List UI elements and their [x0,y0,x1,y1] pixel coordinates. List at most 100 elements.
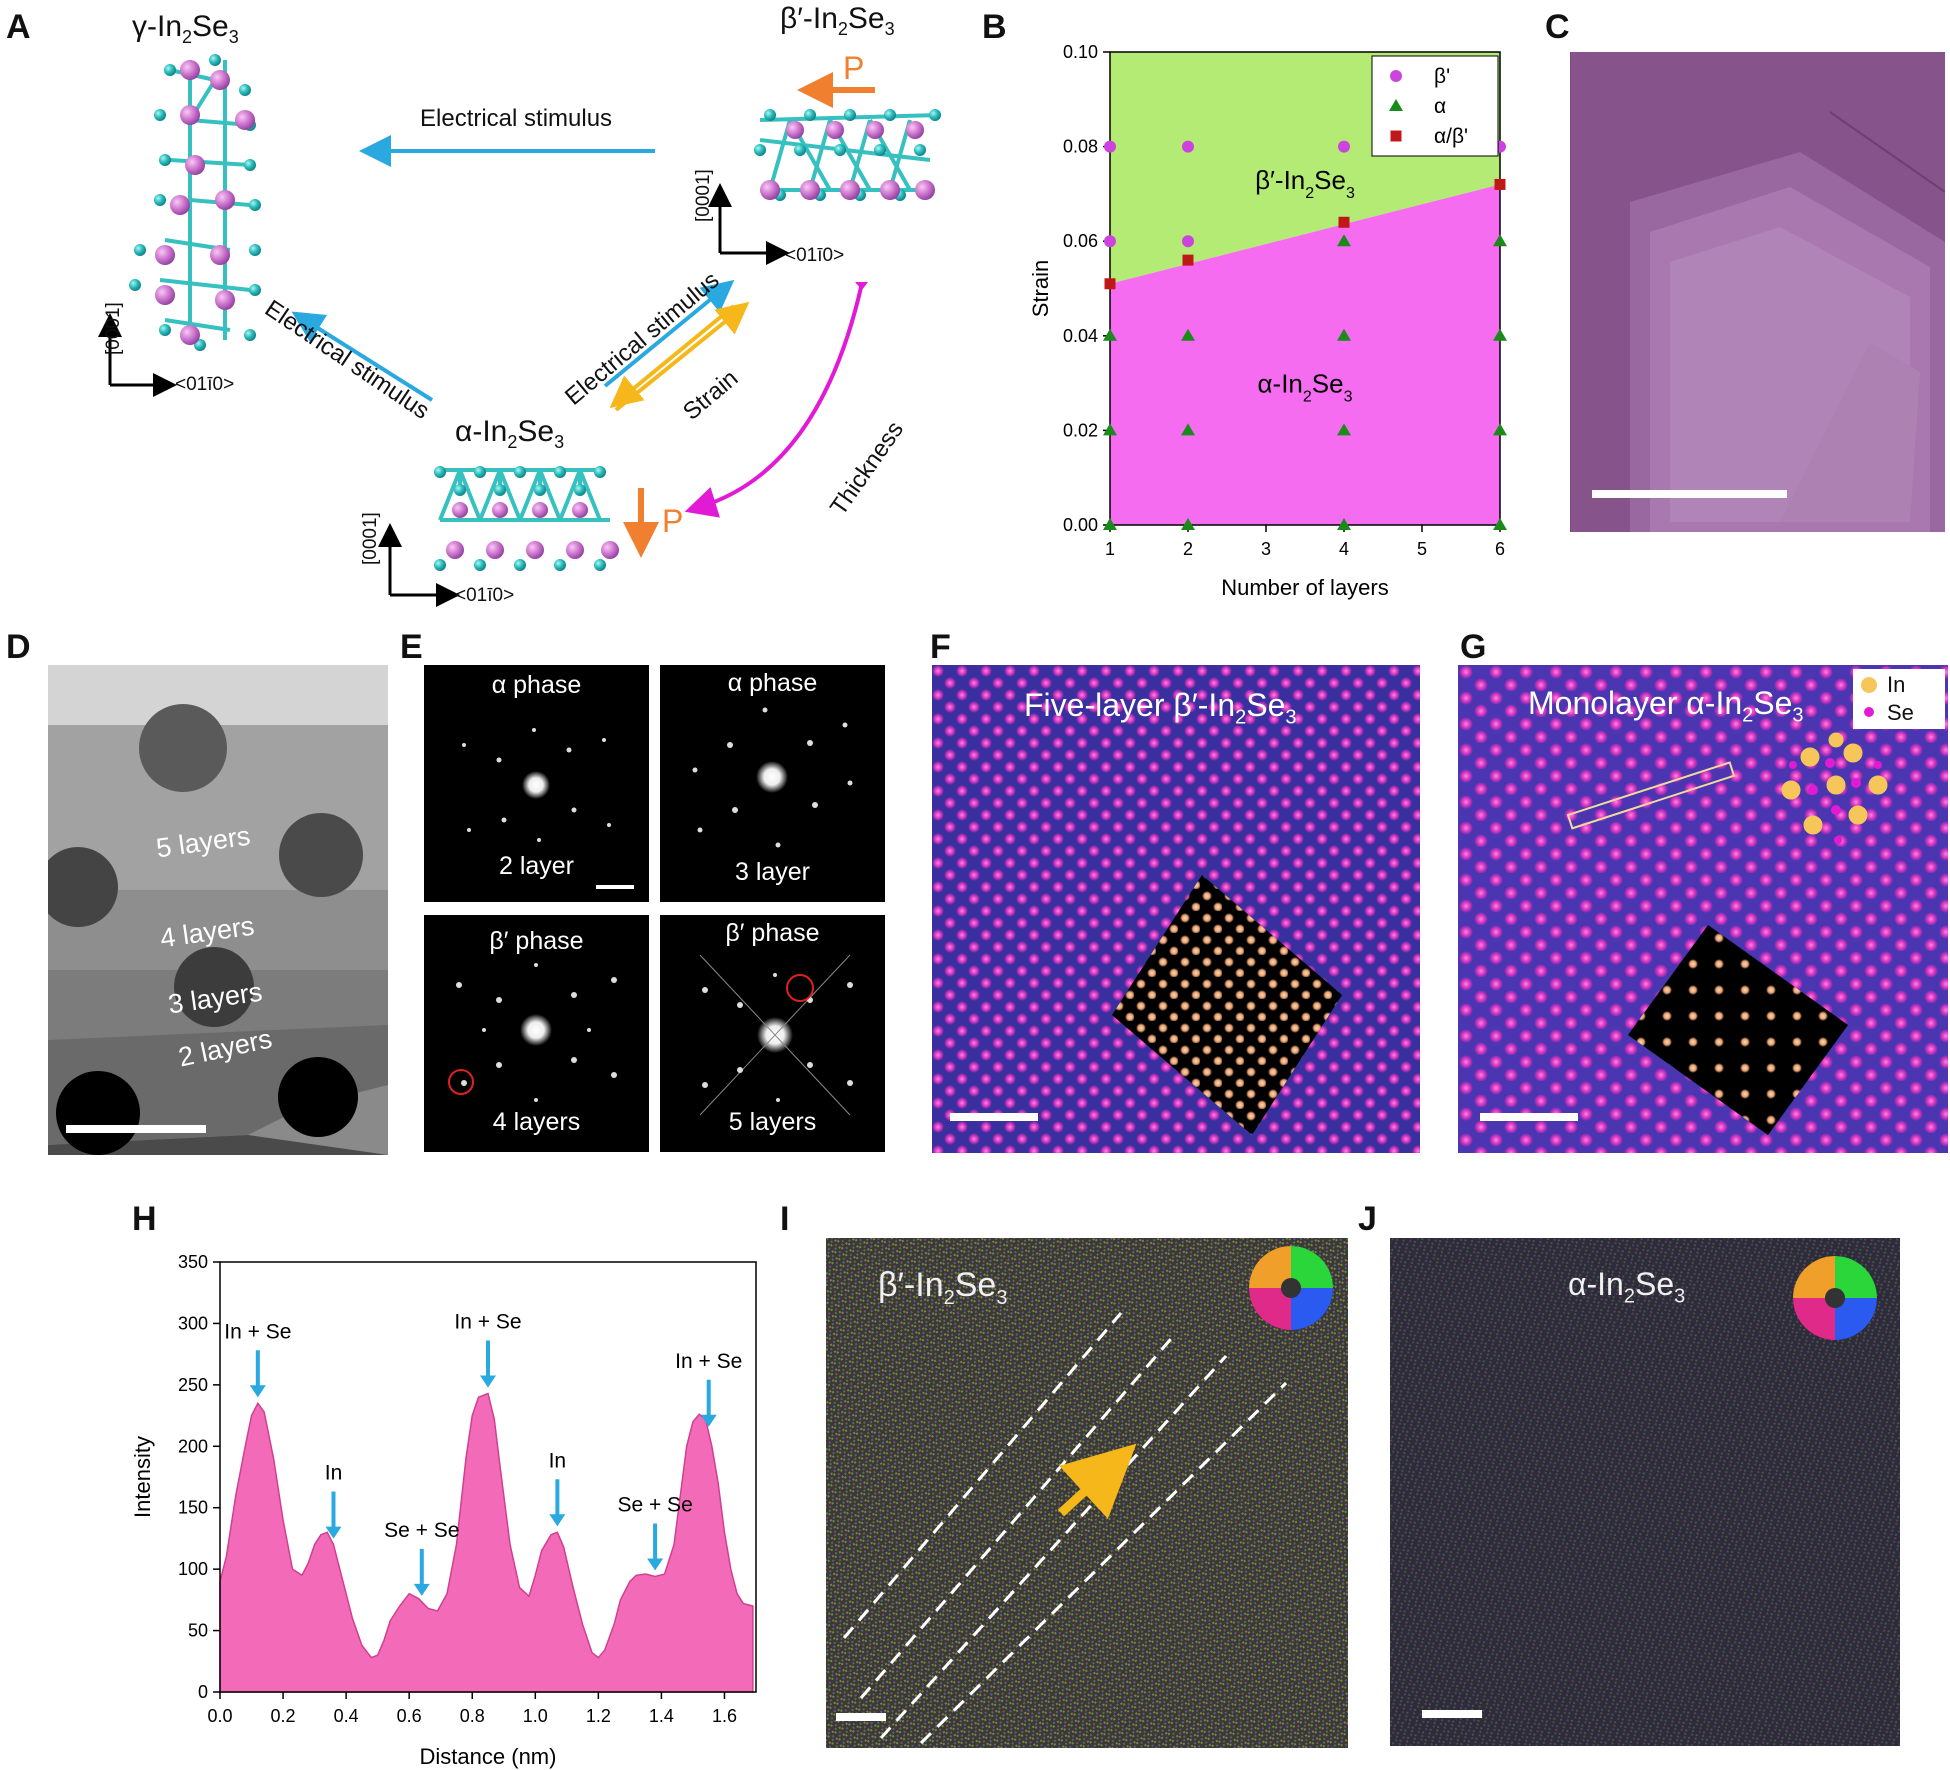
g-title: Monolayer α-In2Se3 [1528,685,1804,727]
data-point-triangle [1493,518,1507,530]
data-point-circle [1104,235,1116,248]
alpha-structure [434,466,619,571]
data-point-triangle [1337,328,1351,341]
beta-axis-vertical: [0001] [693,169,714,222]
data-point-triangle [1181,423,1195,436]
color-wheel-j [1793,1256,1877,1340]
x-tick-label: 0.2 [271,1706,296,1726]
data-point-triangle [1337,518,1351,530]
y-tick-label: 0.08 [1063,137,1098,157]
phase-map-beta: β′-In2Se3 [826,1238,1348,1748]
legend-se-marker [1864,707,1874,717]
y-axis-label: Strain [1028,260,1053,317]
panel-a-schematic [98,54,941,607]
alpha-region-label: α-In2Se3 [1258,369,1353,406]
y-tick-label: 0.04 [1063,326,1098,346]
x-tick-label: 0.4 [334,1706,359,1726]
electrical-stimulus-top: Electrical stimulus [420,105,613,132]
y-tick-label: 350 [178,1252,208,1272]
lattice-overlay [1781,732,1888,844]
peak-arrowhead [413,1583,430,1596]
beta-polarization: P [843,50,865,86]
stem-five-layer: Five-layer β′-In2Se3 [932,665,1420,1153]
gamma-axis-vertical: [0001] [103,302,124,355]
data-point-triangle [1103,423,1117,436]
legend-marker-square [1390,130,1402,142]
legend-label: α/β' [1434,125,1468,148]
x-axis-label: Number of layers [1221,575,1389,600]
panel-label-d: D [6,628,31,666]
tem-image-d: 5 layers 4 layers 3 layers 2 layers [48,665,388,1155]
y-axis-label-h: Intensity [130,1436,155,1518]
legend-marker-circle [1390,70,1402,82]
beta-axis-horizontal: <01ī0> [785,245,845,266]
x-tick-label: 0.6 [397,1706,422,1726]
peak-arrowhead [249,1385,266,1398]
saed-beta-4layer: β′ phase 4 layers [424,915,649,1152]
e3-phase: β′ phase [489,927,584,955]
data-point-triangle [1493,328,1507,341]
y-tick-label: 150 [178,1498,208,1518]
optical-image [1570,52,1945,532]
data-point-triangle [1103,518,1117,530]
g-legend: In Se [1853,669,1945,729]
gamma-structure [129,54,261,351]
peak-arrowhead [549,1514,566,1527]
beta-title: β′-In2Se3 [780,2,895,39]
alpha-region [1110,184,1500,525]
i-title: β′-In2Se3 [878,1266,1008,1309]
scale-bar-i [836,1713,886,1721]
peak-arrowhead [700,1414,717,1427]
legend-marker-triangle [1389,99,1403,111]
alpha-axis-horizontal: <01ī0> [455,585,515,606]
data-point-square [1182,254,1194,266]
x-tick-label: 0.0 [207,1706,232,1726]
scale-bar-j [1422,1710,1482,1718]
scale-bar-c [1592,490,1787,498]
peak-arrowhead [325,1526,342,1539]
x-tick-label: 1.2 [586,1706,611,1726]
peak-label: Se + Se [384,1519,459,1542]
panel-label-c: C [1545,8,1570,46]
intensity-profile-chart: 0.0 0.2 0.4 0.6 0.8 1.0 1.2 1.4 1.6 0 50 100 150 200 2… [130,1252,757,1769]
y-tick-label: 0.06 [1063,231,1098,251]
data-point-circle [1104,140,1116,153]
peak-label: In [325,1462,343,1485]
data-point-triangle [1493,234,1507,247]
x-tick-label: 3 [1261,539,1271,559]
y-tick-label: 300 [178,1313,208,1333]
phase-map-alpha: α-In2Se3 [1390,1238,1900,1746]
y-tick-label: 250 [178,1375,208,1395]
x-tick-label: 5 [1417,539,1427,559]
data-point-triangle [1337,423,1351,436]
phase-diagram-chart: 1 2 3 4 5 6 0.00 0.02 0.04 0.06 0.08 0.10 Number of … [1028,42,1507,600]
e3-layers: 4 layers [492,1108,581,1136]
scale-bar-e [596,885,634,889]
data-point-square [1338,216,1350,228]
peak-label: In + Se [675,1350,742,1373]
scale-bar-d [66,1125,206,1133]
e2-phase: α phase [727,669,818,697]
x-tick-label: 1.6 [712,1706,737,1726]
peak-label: Se + Se [617,1494,692,1517]
y-tick-label: 100 [178,1559,208,1579]
panel-label-e: E [400,628,423,666]
data-point-square [1494,178,1506,190]
legend-label: β' [1434,65,1450,88]
e2-layers: 3 layer [734,858,811,886]
y-tick-label: 50 [188,1621,208,1641]
alpha-axis-vertical: [0001] [360,512,381,565]
e4-phase: β′ phase [725,919,820,947]
data-point-triangle [1181,518,1195,530]
data-point-triangle [1493,423,1507,436]
peak-label: In + Se [454,1310,521,1333]
panel-label-b: B [982,8,1007,46]
panel-label-h: H [132,1200,157,1238]
j-title: α-In2Se3 [1568,1266,1686,1308]
e4-layers: 5 layers [728,1108,817,1136]
peak-label: In + Se [224,1320,291,1343]
e1-layers: 2 layer [498,852,575,880]
peak-arrowhead [480,1375,496,1388]
data-point-circle [1182,235,1194,248]
alpha-title: α-In2Se3 [455,415,565,452]
